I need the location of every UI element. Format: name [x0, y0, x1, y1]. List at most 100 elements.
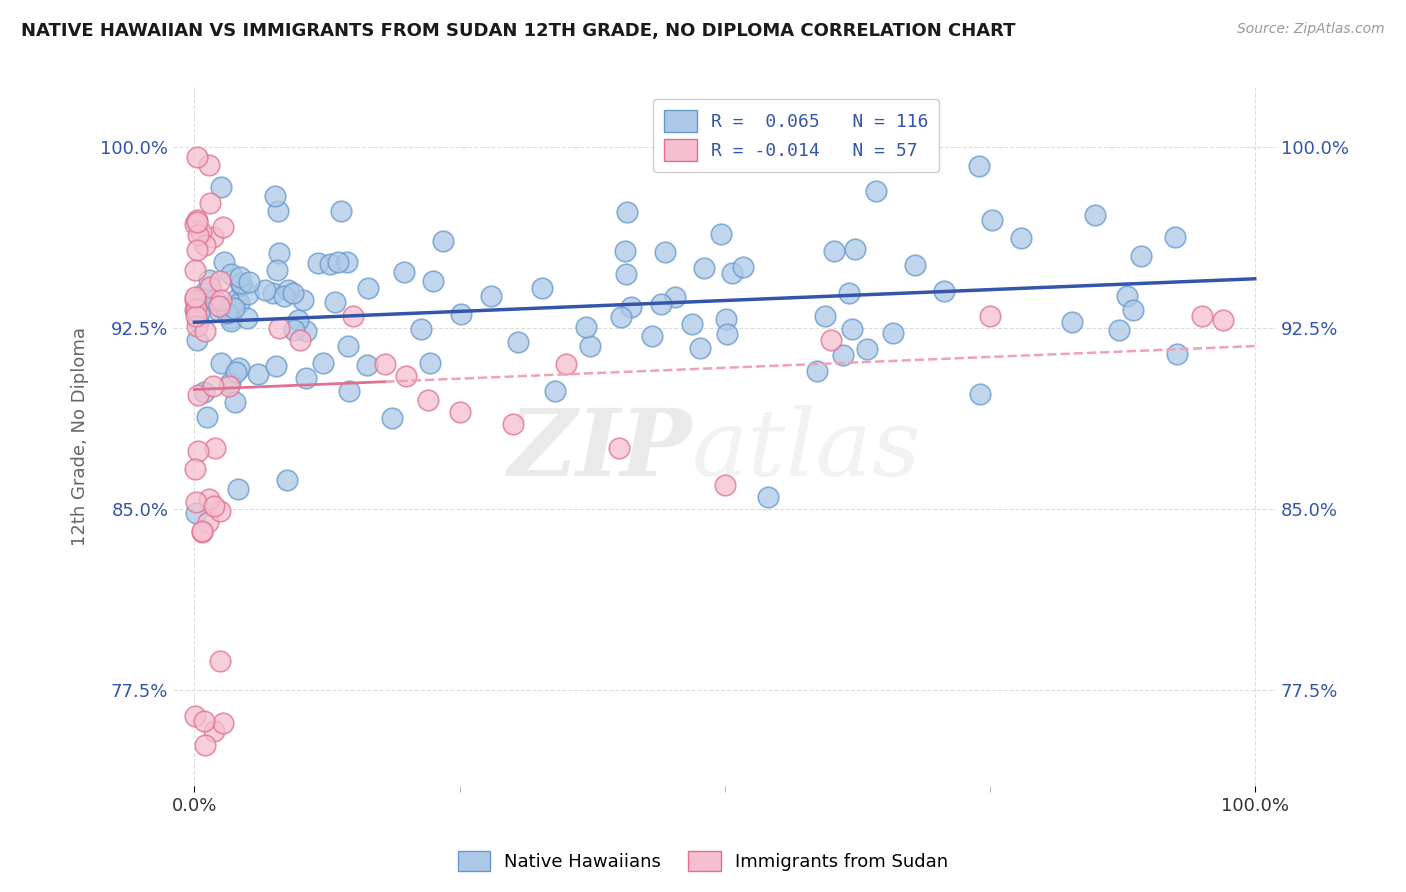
Point: [1122, 302, 1144, 317]
Point: [208, 654, 231, 668]
Text: Source: ZipAtlas.com: Source: ZipAtlas.com: [1237, 22, 1385, 37]
Point: [419, 356, 441, 370]
Point: [204, 441, 226, 455]
Point: [209, 180, 232, 194]
Point: [575, 319, 598, 334]
Point: [229, 277, 252, 292]
Point: [200, 196, 222, 211]
Legend: Native Hawaiians, Immigrants from Sudan: Native Hawaiians, Immigrants from Sudan: [450, 844, 956, 879]
Point: [616, 204, 638, 219]
Point: [190, 225, 212, 239]
Point: [253, 283, 276, 297]
Point: [193, 385, 215, 400]
Text: NATIVE HAWAIIAN VS IMMIGRANTS FROM SUDAN 12TH GRADE, NO DIPLOMA CORRELATION CHAR: NATIVE HAWAIIAN VS IMMIGRANTS FROM SUDAN…: [21, 22, 1015, 40]
Point: [283, 323, 305, 337]
Point: [188, 293, 211, 307]
Point: [290, 333, 312, 347]
Point: [194, 237, 217, 252]
Point: [236, 287, 259, 301]
Point: [184, 507, 207, 521]
Point: [291, 293, 314, 308]
Point: [554, 357, 576, 371]
Point: [184, 462, 207, 476]
Point: [1212, 313, 1234, 327]
Point: [219, 267, 242, 281]
Point: [1084, 208, 1107, 222]
Point: [336, 339, 359, 353]
Point: [228, 360, 250, 375]
Y-axis label: 12th Grade, No Diploma: 12th Grade, No Diploma: [72, 326, 89, 546]
Point: [198, 280, 221, 294]
Point: [212, 715, 235, 730]
Point: [720, 266, 742, 280]
Point: [209, 355, 232, 369]
Point: [714, 312, 737, 326]
Point: [281, 286, 304, 301]
Point: [710, 227, 733, 241]
Point: [820, 333, 842, 347]
Point: [276, 473, 298, 487]
Point: [219, 310, 242, 325]
Point: [186, 333, 208, 347]
Point: [392, 265, 415, 279]
Point: [336, 255, 359, 269]
Point: [479, 289, 502, 303]
Point: [450, 307, 472, 321]
Point: [184, 302, 207, 317]
Point: [342, 309, 364, 323]
Point: [432, 234, 454, 248]
Point: [323, 295, 346, 310]
Point: [693, 260, 716, 275]
Point: [262, 286, 284, 301]
Point: [614, 267, 637, 281]
Point: [197, 515, 219, 529]
Point: [1130, 249, 1153, 263]
Point: [614, 244, 637, 258]
Point: [865, 184, 887, 198]
Point: [641, 329, 664, 343]
Point: [187, 388, 209, 402]
Point: [266, 359, 288, 373]
Point: [277, 283, 299, 297]
Point: [186, 150, 208, 164]
Legend: R =  0.065   N = 116, R = -0.014   N = 57: R = 0.065 N = 116, R = -0.014 N = 57: [654, 99, 939, 172]
Point: [208, 303, 231, 318]
Point: [184, 262, 207, 277]
Point: [650, 297, 672, 311]
Point: [211, 219, 233, 234]
Point: [184, 310, 207, 324]
Point: [209, 293, 232, 308]
Point: [502, 417, 524, 432]
Point: [212, 255, 235, 269]
Point: [191, 525, 214, 540]
Point: [209, 274, 232, 288]
Point: [183, 217, 205, 231]
Point: [318, 257, 340, 271]
Point: [219, 376, 242, 390]
Point: [273, 289, 295, 303]
Point: [186, 495, 208, 509]
Point: [202, 500, 225, 514]
Point: [326, 254, 349, 268]
Point: [449, 405, 471, 419]
Point: [381, 410, 404, 425]
Point: [823, 244, 845, 259]
Point: [806, 364, 828, 378]
Point: [193, 714, 215, 728]
Point: [664, 290, 686, 304]
Point: [544, 384, 567, 399]
Point: [224, 394, 246, 409]
Point: [209, 504, 232, 518]
Point: [269, 246, 291, 260]
Point: [269, 320, 291, 334]
Point: [422, 274, 444, 288]
Point: [201, 379, 224, 393]
Point: [228, 296, 250, 310]
Point: [187, 444, 209, 458]
Point: [198, 158, 221, 172]
Point: [267, 204, 290, 219]
Point: [882, 326, 904, 341]
Point: [229, 276, 252, 290]
Point: [654, 245, 676, 260]
Point: [204, 293, 226, 308]
